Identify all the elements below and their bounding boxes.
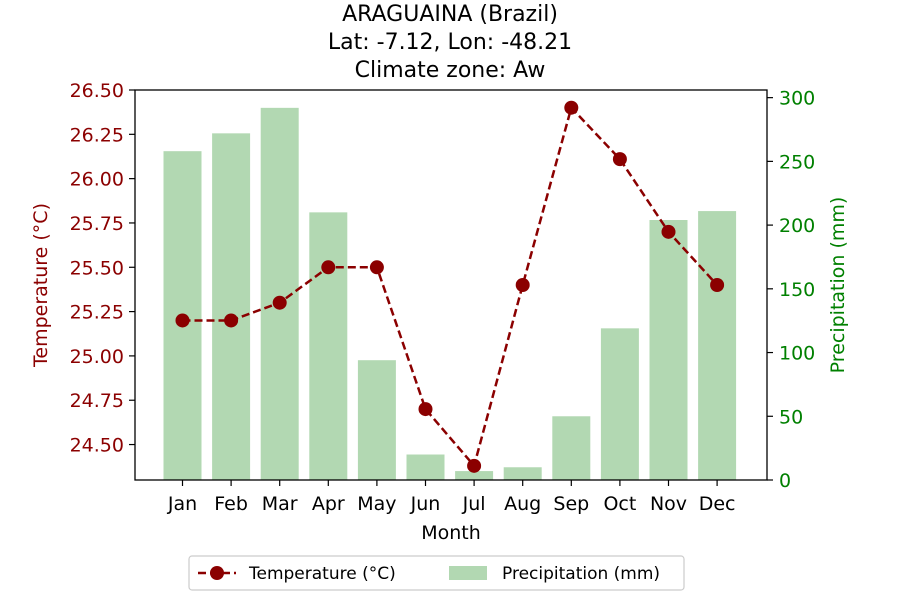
legend-temperature-marker	[210, 566, 224, 580]
title-line-1: ARAGUAINA (Brazil)	[342, 2, 558, 27]
temperature-point-mar	[272, 295, 287, 310]
title-line-3: Climate zone: Aw	[355, 58, 546, 83]
left-tick-label: 26.50	[70, 80, 124, 102]
title-line-2: Lat: -7.12, Lon: -48.21	[328, 30, 572, 55]
left-tick-label: 26.25	[70, 124, 124, 146]
precip-bar-oct	[600, 328, 639, 480]
temperature-point-aug	[515, 278, 530, 292]
x-tick-label: Jun	[410, 493, 441, 515]
x-axis-label: Month	[421, 522, 481, 544]
temperature-point-jul	[467, 458, 482, 473]
temperature-point-nov	[661, 224, 676, 239]
legend-precipitation-swatch	[449, 566, 487, 580]
x-tick-label: Nov	[650, 493, 687, 515]
left-tick-label: 25.25	[70, 302, 124, 324]
left-tick-label: 26.00	[70, 169, 124, 191]
x-tick-label: Feb	[214, 493, 248, 515]
left-axis-ticks: 24.50 24.75 25.00 25.25 25.50 25.75 26.00 26.25…	[70, 80, 135, 457]
precip-bar-mar	[260, 107, 299, 480]
left-axis-label: Temperature (°C)	[30, 203, 52, 368]
x-tick-label: Aug	[504, 493, 541, 515]
temperature-point-jun	[418, 402, 433, 417]
x-tick-label: Sep	[553, 493, 589, 515]
x-tick-label: Jan	[167, 493, 197, 515]
precip-bar-nov	[649, 220, 688, 480]
precip-bar-aug	[503, 467, 542, 480]
right-tick-label: 0	[779, 470, 791, 492]
left-tick-label: 25.75	[70, 213, 124, 235]
x-tick-label: May	[357, 493, 396, 515]
temperature-point-feb	[224, 313, 239, 328]
precip-bar-dec	[698, 211, 737, 480]
left-tick-label: 25.00	[70, 346, 124, 368]
temperature-line	[175, 100, 725, 473]
temperature-point-jan	[175, 313, 190, 328]
precip-bar-may	[357, 360, 396, 480]
right-tick-label: 50	[779, 406, 803, 428]
precip-bar-feb	[212, 133, 251, 481]
right-tick-label: 200	[779, 215, 815, 237]
precip-bar-jul	[455, 471, 494, 480]
x-tick-label: Mar	[262, 493, 298, 515]
legend-precipitation-label: Precipitation (mm)	[502, 564, 660, 584]
legend: Temperature (°C) Precipitation (mm)	[188, 555, 685, 591]
right-tick-label: 100	[779, 343, 815, 365]
precip-bar-apr	[309, 212, 348, 480]
temperature-line-path	[182, 105, 719, 469]
x-tick-label: Oct	[603, 493, 636, 515]
right-axis-ticks: 0 50 100 150 200 250 300	[767, 88, 815, 492]
right-axis-label: Precipitation (mm)	[827, 197, 849, 374]
chart-title: ARAGUAINA (Brazil) Lat: -7.12, Lon: -48.2…	[328, 2, 572, 83]
legend-temperature-label: Temperature (°C)	[248, 564, 396, 584]
left-tick-label: 24.75	[70, 390, 124, 412]
precip-bar-jun	[406, 454, 445, 480]
right-tick-label: 250	[779, 151, 815, 173]
legend-box	[188, 555, 685, 591]
temperature-point-sep	[564, 100, 579, 115]
left-tick-label: 25.50	[70, 257, 124, 279]
x-tick-label: Dec	[699, 493, 736, 515]
x-tick-label: Apr	[312, 493, 345, 515]
temperature-point-may	[369, 260, 384, 275]
right-tick-label: 150	[779, 279, 815, 301]
right-tick-label: 300	[779, 88, 815, 110]
left-tick-label: 24.50	[70, 435, 124, 457]
precip-bar-sep	[552, 416, 591, 480]
plot-frame	[134, 89, 768, 481]
temperature-point-oct	[612, 152, 627, 167]
temperature-point-apr	[321, 260, 336, 275]
x-axis-ticks: Jan Feb Mar Apr May Jun Jul Aug Sep Oct Nov Dec	[167, 480, 736, 515]
precipitation-bars	[163, 107, 737, 481]
temperature-point-dec	[710, 278, 725, 292]
x-tick-label: Jul	[462, 493, 486, 515]
